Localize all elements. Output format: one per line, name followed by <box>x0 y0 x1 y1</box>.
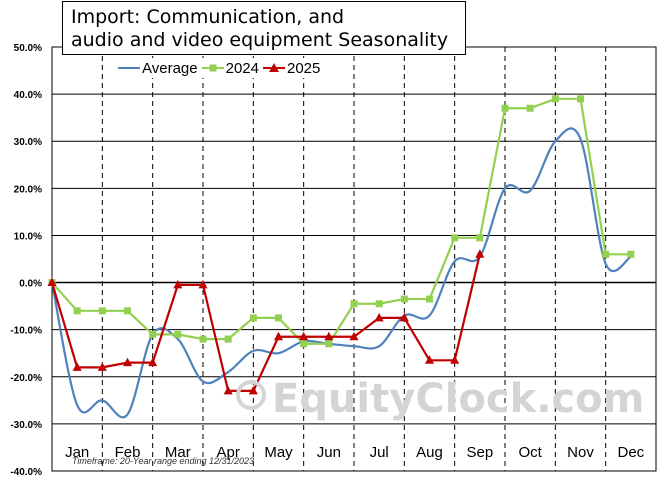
data-point-2025 <box>299 331 309 341</box>
chart-title-line-2: audio and video equipment Seasonality <box>71 29 449 51</box>
data-point-2024 <box>149 330 157 338</box>
watermark-text: EquityClock.com <box>272 376 645 422</box>
data-point-2024 <box>249 314 257 322</box>
legend-item-2025: 2025 <box>262 59 321 77</box>
data-point-2024 <box>73 307 81 315</box>
x-tick-label: May <box>264 444 293 461</box>
data-point-2024 <box>627 250 635 258</box>
series-line-2024 <box>51 97 631 345</box>
data-point-2025 <box>374 312 384 322</box>
data-point-2025 <box>399 312 409 322</box>
x-tick-label: Nov <box>567 444 594 461</box>
x-tick-label: Feb <box>115 444 141 461</box>
data-point-2024 <box>426 295 433 303</box>
series-line-2025 <box>50 254 481 393</box>
x-tick-label: Jul <box>370 444 389 461</box>
y-tick-label: -30.0% <box>10 420 42 431</box>
legend-swatch-average <box>118 61 140 75</box>
series-lines <box>47 95 635 419</box>
legend-label-2025: 2025 <box>286 59 321 77</box>
data-point-2025 <box>72 362 82 371</box>
data-point-2024 <box>400 295 408 303</box>
data-point-2024 <box>199 335 207 343</box>
data-point-2025 <box>148 357 158 367</box>
data-point-2025 <box>123 357 132 367</box>
legend-item-2024: 2024 <box>201 59 259 77</box>
x-tick-label: Mar <box>165 444 191 461</box>
legend-label-2024: 2024 <box>225 59 259 77</box>
data-point-2025 <box>97 362 107 371</box>
timeframe-note: Timeframe: 20-Year range ending 12/31/20… <box>72 456 255 466</box>
y-tick-label: 20.0% <box>14 184 42 195</box>
data-point-2025 <box>349 331 359 341</box>
data-point-2024 <box>602 250 610 258</box>
y-tick-label: -40.0% <box>10 467 42 478</box>
data-point-2024 <box>350 300 358 308</box>
data-point-2024 <box>526 104 534 112</box>
x-tick-label: Aug <box>416 444 443 461</box>
x-tick-label: Sep <box>466 444 493 461</box>
data-point-2024 <box>300 340 308 348</box>
x-tick-label: Apr <box>216 444 239 461</box>
data-point-2024 <box>501 104 509 112</box>
y-tick-label: 50.0% <box>14 43 42 54</box>
y-tick-label: 40.0% <box>14 90 42 101</box>
y-tick-label: 10.0% <box>14 231 42 242</box>
data-point-2025 <box>274 331 283 341</box>
data-point-2025 <box>324 331 334 341</box>
y-tick-label: 30.0% <box>14 137 42 148</box>
data-point-2024 <box>476 234 484 242</box>
data-point-2024 <box>551 95 559 103</box>
data-point-2024 <box>577 95 584 103</box>
y-tick-label: -20.0% <box>10 373 42 384</box>
data-point-2024 <box>325 340 333 348</box>
y-axis-ticks: 50.0% 40.0% 30.0% 20.0% 10.0% 0.0% -10.0% -20.0… <box>10 43 42 478</box>
data-point-2025 <box>475 249 485 258</box>
y-tick-label: -10.0% <box>10 326 42 337</box>
watermark-logo-icon <box>236 380 266 410</box>
x-axis-ticks: Jan Feb Mar Apr May Jun Jul Aug Sep Oct Nov Dec <box>65 444 645 461</box>
chart-title-line-1: Import: Communication, and <box>71 6 345 28</box>
data-point-2024 <box>124 307 131 315</box>
data-point-2025 <box>425 355 434 364</box>
data-point-2025 <box>198 279 208 289</box>
x-tick-label: Jun <box>317 444 341 461</box>
data-point-2025 <box>450 355 460 364</box>
data-point-2024 <box>224 335 232 343</box>
legend-label-average: Average <box>142 59 198 77</box>
series-line-average <box>50 127 632 419</box>
data-point-2024 <box>375 300 383 308</box>
data-point-2024 <box>451 234 459 242</box>
x-tick-label: Dec <box>617 444 644 461</box>
legend-item-average: Average <box>118 60 198 77</box>
legend-swatch-2025 <box>262 61 285 75</box>
y-tick-label: 0.0% <box>19 279 42 290</box>
data-point-2025 <box>223 385 233 395</box>
data-point-2024 <box>275 314 282 322</box>
data-point-2025 <box>47 277 57 287</box>
chart-title-box: Import: Communication, and audio and vid… <box>62 1 466 55</box>
data-point-2024 <box>174 330 182 338</box>
legend: Average 2024 2025 <box>118 58 325 78</box>
data-point-2024 <box>98 307 106 315</box>
data-point-2025 <box>173 279 183 289</box>
legend-swatch-2024 <box>201 61 224 75</box>
x-tick-label: Oct <box>518 444 542 461</box>
x-tick-label: Jan <box>65 444 89 461</box>
